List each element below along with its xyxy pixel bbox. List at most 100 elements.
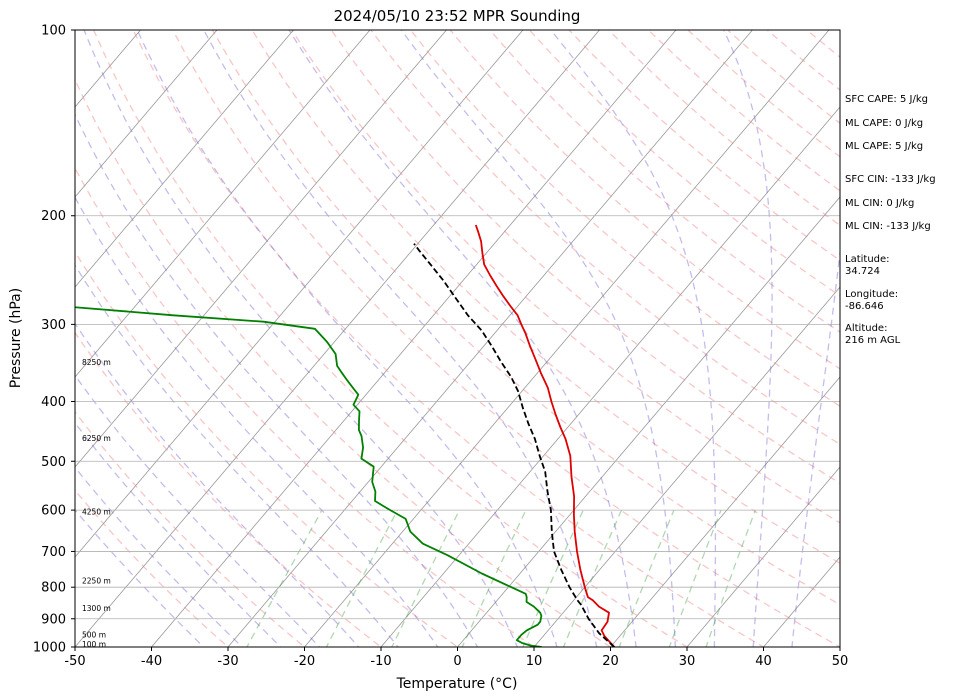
- dry-adiabat-line: [291, 30, 840, 524]
- mixing-ratio-line: [522, 509, 584, 647]
- x-tick-label: -10: [370, 654, 391, 669]
- x-tick-label: 50: [832, 654, 849, 669]
- moist-adiabat-line: [75, 508, 205, 647]
- y-tick-label: 300: [41, 318, 66, 333]
- isotherm-line: [456, 196, 840, 647]
- dry-adiabat-line: [449, 30, 840, 370]
- moist-adiabat-line: [75, 264, 399, 647]
- moist-adiabat-line: [791, 247, 840, 647]
- y-tick-label: 100: [41, 24, 66, 39]
- mixing-ratio-line: [668, 509, 722, 647]
- height-label: 100 m: [82, 640, 106, 649]
- height-label: 4250 m: [82, 507, 111, 516]
- ml-cape-text: ML CAPE: 0 J/kg: [845, 118, 923, 129]
- x-tick-label: 20: [602, 654, 619, 669]
- mixing-ratio-line: [562, 509, 623, 647]
- isotherm-line: [227, 30, 753, 647]
- y-tick-label: 600: [41, 504, 66, 519]
- moist-adiabat-line: [75, 113, 479, 647]
- parcel-profile-line: [413, 243, 615, 647]
- moist-adiabat-line: [400, 30, 676, 647]
- longitude-label: Longitude:: [845, 289, 898, 300]
- stats-panel: SFC CAPE: 5 J/kg ML CAPE: 0 J/kg ML CAPE…: [845, 94, 936, 346]
- background-lines: [75, 16, 955, 660]
- height-label: 2250 m: [82, 576, 111, 585]
- dry-adiabat-line: [251, 30, 840, 565]
- altitude-label: Altitude:: [845, 323, 887, 334]
- sfc-cape-text: SFC CAPE: 5 J/kg: [845, 94, 928, 105]
- x-tick-label: -30: [217, 654, 238, 669]
- y-tick-label: 800: [41, 581, 66, 596]
- dry-adiabat-line: [75, 489, 229, 647]
- moist-adiabat-line: [550, 30, 717, 647]
- isotherm-line: [75, 30, 294, 288]
- moist-adiabat-line: [75, 196, 439, 647]
- dry-adiabat-line: [75, 78, 612, 647]
- isotherm-line: [150, 30, 677, 647]
- isotherm-line: [75, 30, 600, 647]
- temperature-profile-line: [474, 224, 615, 647]
- dry-adiabat-line: [132, 30, 765, 647]
- y-tick-label: 200: [41, 209, 66, 224]
- sfc-cin-text: SFC CIN: -133 J/kg: [845, 174, 936, 185]
- y-tick-label: 700: [41, 545, 66, 560]
- y-tick-label: 1000: [33, 641, 66, 656]
- height-label: 500 m: [82, 631, 106, 640]
- mixing-ratio-line: [391, 509, 460, 647]
- dry-adiabat-line: [211, 30, 840, 606]
- moist-adiabat-line: [75, 374, 321, 647]
- isotherm-line: [533, 286, 840, 647]
- dry-adiabat-line: [75, 331, 383, 647]
- latitude-label: Latitude:: [845, 254, 890, 265]
- ml-cape-text-2: ML CAPE: 5 J/kg: [845, 141, 923, 152]
- y-tick-label: 900: [41, 612, 66, 627]
- moist-adiabat-line: [75, 466, 243, 647]
- dry-adiabat-line: [75, 166, 536, 647]
- x-axis-title: Temperature (°C): [396, 676, 518, 692]
- y-tick-label: 500: [41, 455, 66, 470]
- isotherm-line: [380, 106, 840, 647]
- pressure-gridlines: [75, 215, 840, 620]
- dry-adiabat-line: [93, 30, 689, 647]
- isotherm-line: [609, 376, 840, 647]
- isotherm-line: [303, 30, 830, 647]
- longitude-value: -86.646: [845, 301, 884, 312]
- dewpoint-profile-line: [75, 306, 543, 647]
- y-axis-ticks: 100 200 300 400 500 600 700 800 900 1000: [33, 24, 75, 656]
- series-layer: [75, 224, 615, 647]
- x-tick-label: -20: [294, 654, 315, 669]
- dry-adiabat-line: [489, 30, 840, 333]
- x-axis-ticks: -50 -40 -30 -20 -10 0 10 20 30 40 50: [64, 647, 848, 669]
- isotherm-line: [75, 30, 447, 468]
- height-label: 6250 m: [82, 434, 111, 443]
- dry-adiabat-line: [75, 250, 459, 647]
- isotherm-line: [75, 30, 371, 378]
- isotherm-line: [686, 466, 840, 647]
- y-axis-title: Pressure (hPa): [8, 288, 24, 388]
- mixing-ratio-line: [705, 509, 757, 647]
- mixing-ratio-line: [618, 509, 675, 647]
- y-tick-label: 400: [41, 395, 66, 410]
- moist-adiabat-line: [203, 30, 598, 647]
- x-tick-label: 40: [755, 654, 772, 669]
- mixing-ratio-line: [246, 509, 323, 647]
- isotherm-line: [75, 30, 524, 558]
- altitude-value: 216 m AGL: [845, 335, 901, 346]
- x-tick-label: -50: [64, 654, 85, 669]
- moist-adiabat-line: [83, 30, 519, 647]
- moist-adiabat-line: [288, 30, 637, 647]
- mixing-ratio-line: [461, 509, 527, 647]
- isotherm-line: [905, 16, 955, 660]
- ml-cin-text: ML CIN: 0 J/kg: [845, 198, 914, 209]
- dry-adiabat-line: [172, 30, 840, 647]
- x-tick-label: 10: [526, 654, 543, 669]
- ml-cin-text-2: ML CIN: -133 J/kg: [845, 221, 931, 232]
- mixing-ratio-line: [325, 509, 399, 647]
- height-label: 8250 m: [82, 358, 111, 367]
- x-tick-label: 30: [679, 654, 696, 669]
- latitude-value: 34.724: [845, 266, 880, 277]
- x-tick-label: -40: [141, 654, 162, 669]
